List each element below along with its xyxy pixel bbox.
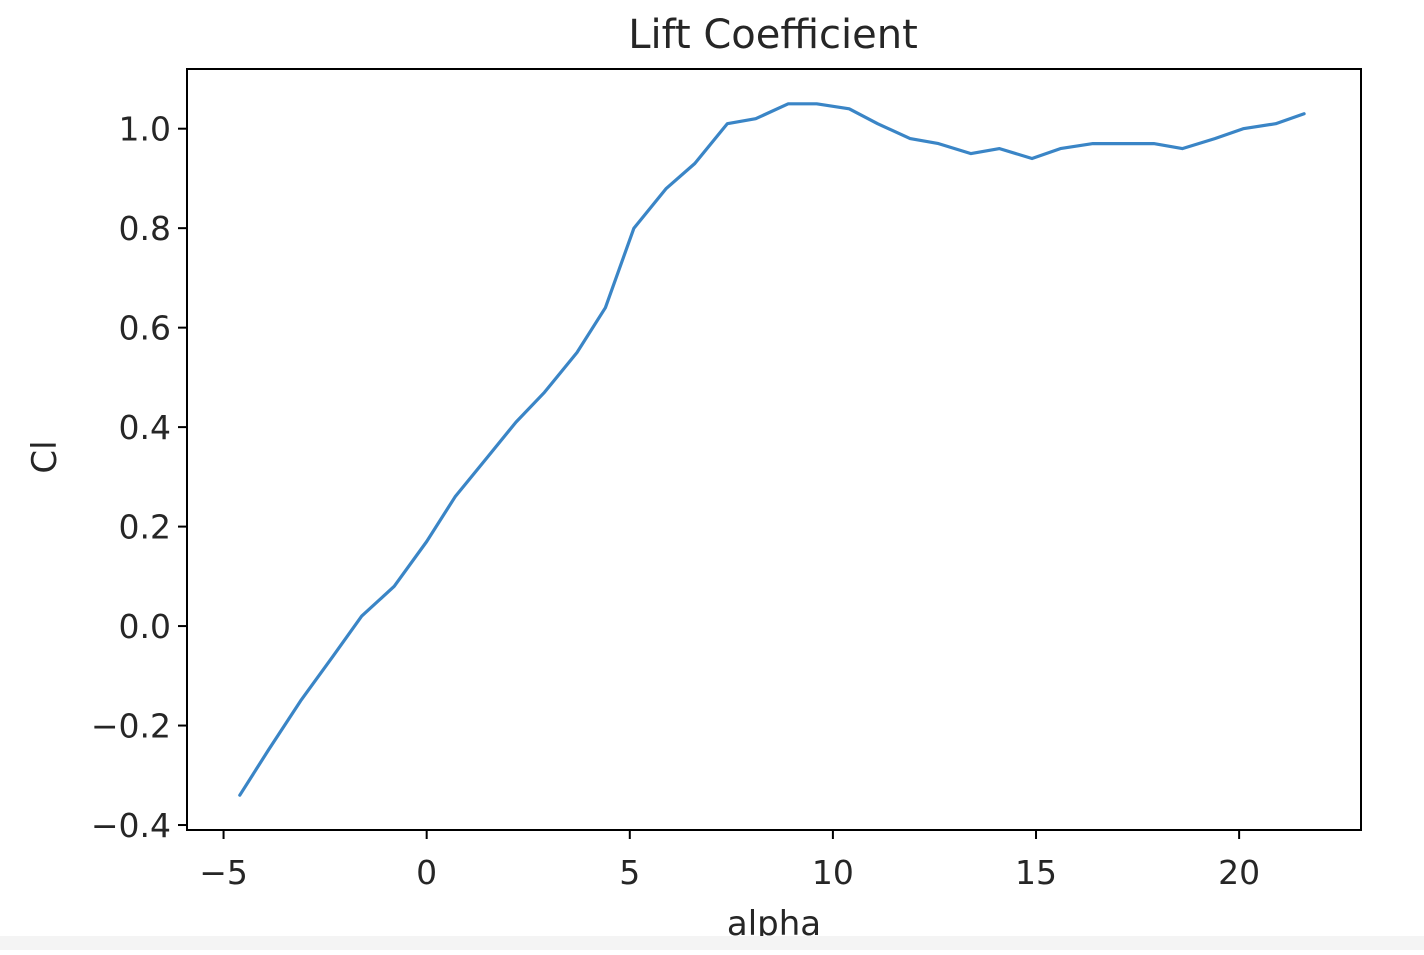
x-tick-label: −5 (199, 853, 248, 892)
y-tick-label: 0.8 (119, 209, 171, 248)
y-tick-label: 1.0 (119, 110, 171, 149)
y-tick-label: 0.6 (119, 309, 171, 348)
y-axis-label: Cl (25, 440, 65, 473)
x-tick-label: 15 (1015, 853, 1057, 892)
y-tick-label: 0.4 (119, 408, 171, 447)
x-tick-label: 10 (812, 853, 854, 892)
y-tick-label: 0.2 (119, 508, 171, 547)
chart-title: Lift Coefficient (628, 12, 918, 58)
y-axis: −0.4 −0.2 0.0 0.2 0.4 0.6 0.8 1.0 (91, 110, 187, 845)
y-tick-label: 0.0 (119, 607, 171, 646)
axes-frame (186, 68, 1362, 831)
x-tick-label: 20 (1218, 853, 1260, 892)
x-axis: −5 0 5 10 15 20 (199, 830, 1260, 892)
plot-area (238, 102, 1306, 797)
x-tick-label: 5 (619, 853, 640, 892)
y-tick-label: −0.2 (91, 707, 171, 746)
y-tick-label: −0.4 (91, 806, 171, 845)
series-line-0 (238, 102, 1306, 797)
x-tick-label: 0 (416, 853, 437, 892)
window-bottom-edge (0, 936, 1424, 950)
